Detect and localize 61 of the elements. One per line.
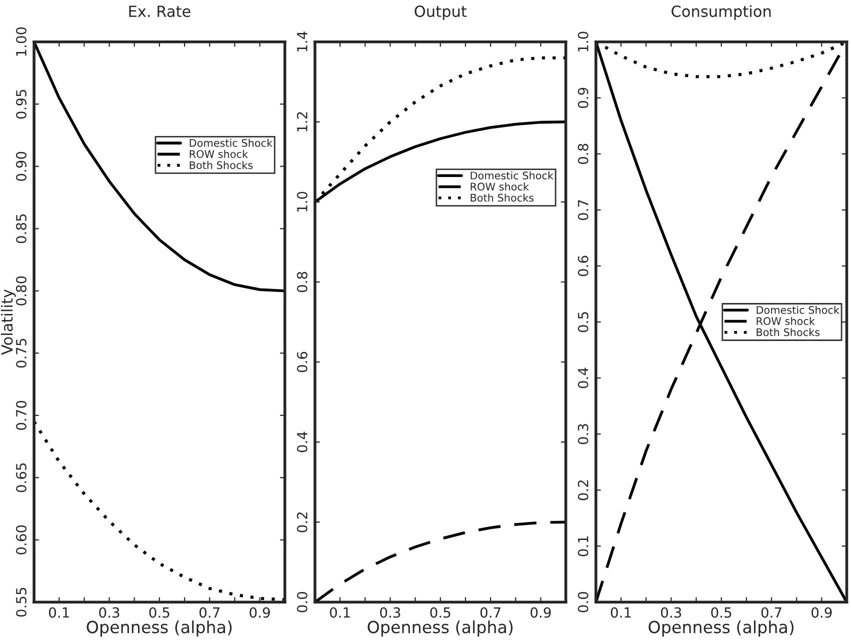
legend-label: Both Shocks	[190, 161, 253, 170]
legend-label: Domestic Shock	[470, 171, 554, 180]
y-tick-label: 0.60	[16, 525, 26, 554]
y-tick-label: 0.4	[296, 432, 308, 452]
y-tick-label: 1.4	[297, 32, 308, 52]
legend-label: Both Shocks	[470, 194, 534, 202]
y-tick-label: 0.1	[578, 536, 588, 556]
x-tick-label: 0.5	[149, 607, 170, 618]
x-tick-label: 0.5	[711, 607, 732, 618]
x-axis-title: Openness (alpha)	[368, 620, 513, 637]
x-tick-label: 0.7	[199, 607, 220, 618]
y-tick-label: 0.75	[16, 338, 26, 368]
x-tick-label: 0.9	[250, 607, 270, 618]
y-tick-label: 0.3	[578, 424, 588, 444]
y-tick-label: 0.70	[16, 400, 26, 430]
x-tick-label: 0.1	[330, 607, 350, 618]
legend-label: Domestic Shock	[756, 306, 840, 314]
y-tick-label: 0.6	[578, 256, 588, 276]
x-tick-label: 0.1	[48, 607, 69, 618]
y-tick-label: 0.90	[16, 152, 26, 181]
x-tick-label: 0.7	[480, 607, 500, 618]
x-tick-label: 0.3	[99, 607, 120, 618]
x-tick-label: 0.9	[812, 607, 832, 618]
y-tick-label: 0.0	[296, 592, 308, 612]
y-tick-label: 0.7	[578, 200, 588, 220]
x-tick-label: 0.3	[380, 607, 400, 618]
y-tick-label: 0.8	[296, 272, 308, 292]
y-tick-label: 0.95	[16, 90, 26, 119]
y-tick-label: 0.2	[296, 512, 308, 532]
y-axis-title: Volatility	[0, 289, 16, 355]
y-tick-label: 0.2	[578, 480, 588, 500]
x-tick-label: 0.5	[430, 607, 450, 618]
y-tick-label: 0.0	[578, 592, 588, 612]
x-axis-title: Openness (alpha)	[648, 620, 794, 637]
y-tick-label: 1.0	[296, 192, 308, 212]
x-tick-label: 0.1	[610, 607, 631, 618]
legend-label: ROW shock	[470, 182, 529, 191]
y-tick-label: 0.6	[296, 352, 308, 372]
y-tick-label: 0.85	[16, 214, 26, 244]
x-tick-label: 0.7	[761, 607, 782, 618]
x-tick-label: 0.9	[530, 607, 551, 618]
y-tick-label: 0.8	[578, 144, 588, 164]
y-tick-label: 0.65	[16, 463, 26, 492]
chart-title: Consumption	[672, 5, 771, 20]
y-tick-label: 0.80	[16, 276, 26, 306]
line-series	[34, 420, 285, 602]
legend-label: ROW shock	[190, 150, 248, 158]
y-tick-label: 1.2	[296, 112, 308, 132]
y-tick-label: 0.5	[578, 312, 588, 332]
legend-label: ROW shock	[756, 316, 815, 326]
legend-label: Both Shocks	[756, 328, 820, 336]
y-tick-label: 1.0	[578, 32, 588, 52]
y-tick-label: 1.00	[16, 27, 26, 56]
chart-title: Ex. Rate	[129, 6, 190, 18]
y-tick-label: 0.55	[16, 588, 26, 617]
legend-label: Domestic Shock	[190, 138, 273, 147]
chart-title: Output	[414, 6, 467, 20]
y-tick-label: 0.9	[578, 88, 588, 108]
x-tick-label: 0.3	[661, 607, 682, 618]
y-tick-label: 0.4	[578, 368, 588, 388]
x-axis-title: Openness (alpha)	[86, 620, 232, 637]
